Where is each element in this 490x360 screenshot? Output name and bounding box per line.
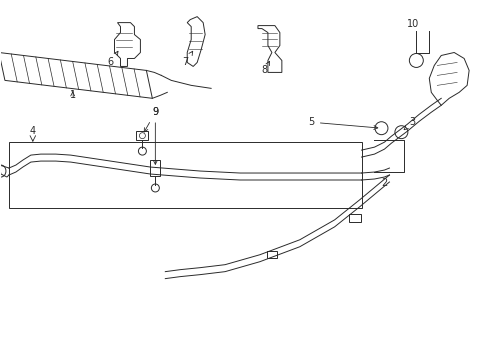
Text: 9: 9 bbox=[152, 107, 158, 164]
Text: 1: 1 bbox=[70, 90, 76, 100]
Text: 2: 2 bbox=[381, 178, 388, 188]
Text: 3: 3 bbox=[404, 117, 416, 130]
Text: 7: 7 bbox=[182, 51, 193, 67]
Text: 10: 10 bbox=[407, 19, 419, 28]
Text: 5: 5 bbox=[309, 117, 378, 130]
Bar bbox=[348, 214, 361, 222]
Text: 8: 8 bbox=[262, 61, 270, 76]
Bar bbox=[136, 131, 148, 140]
Text: 4: 4 bbox=[30, 126, 36, 136]
Bar bbox=[9, 142, 362, 208]
Text: 9: 9 bbox=[144, 107, 158, 132]
Bar bbox=[150, 160, 160, 176]
Text: 6: 6 bbox=[107, 51, 118, 67]
Bar bbox=[267, 251, 277, 258]
